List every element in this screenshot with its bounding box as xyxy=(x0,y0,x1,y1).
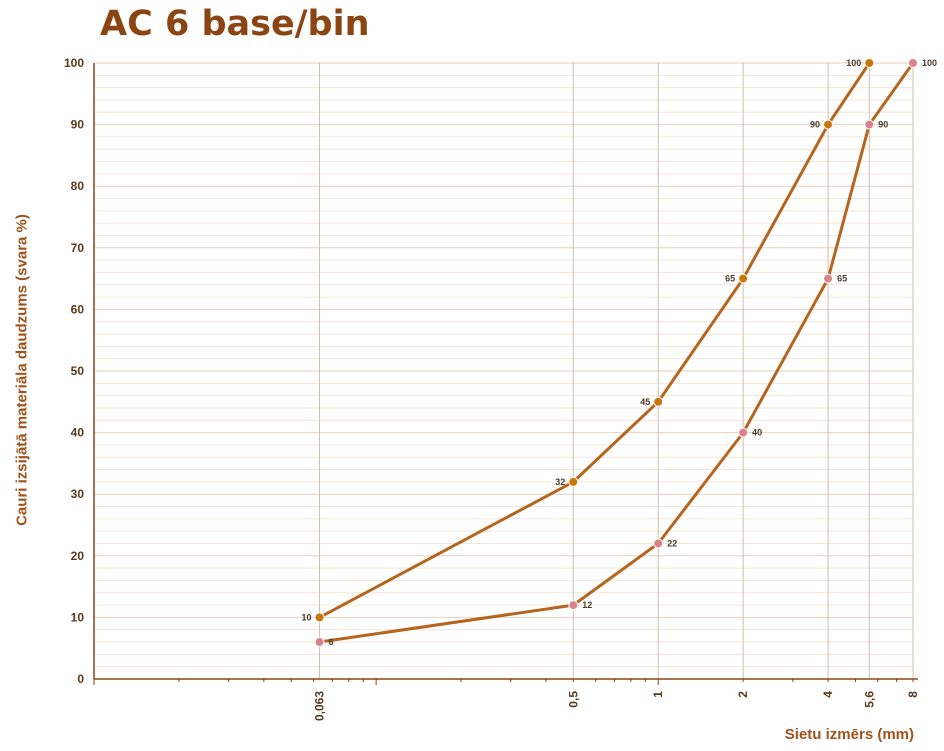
y-tick-label: 20 xyxy=(71,549,85,563)
y-tick-label: 10 xyxy=(71,610,85,624)
x-tick-label: 4 xyxy=(821,691,835,698)
major-grid xyxy=(94,62,914,679)
data-point xyxy=(908,58,918,68)
series-1: 10 32 45 65 90 100 xyxy=(301,58,875,623)
data-label: 32 xyxy=(555,477,565,487)
data-point xyxy=(823,273,834,284)
series-group: 10 32 45 65 90 100 6 12 22 40 65 90 100 xyxy=(301,58,937,648)
y-tick-label: 80 xyxy=(71,179,85,193)
data-point xyxy=(653,396,664,407)
data-label: 100 xyxy=(846,58,861,68)
minor-grid xyxy=(94,74,913,668)
series-line xyxy=(318,62,871,619)
x-axis-label: Sietu izmērs (mm) xyxy=(784,726,914,743)
data-label: 90 xyxy=(810,120,820,130)
y-tick-label: 30 xyxy=(71,487,85,501)
y-tick-label: 100 xyxy=(64,56,84,70)
x-tick-label: 8 xyxy=(906,691,920,698)
data-label: 12 xyxy=(582,600,592,610)
y-tick-labels: 0 10 20 30 40 50 60 70 80 90 100 xyxy=(64,56,84,686)
data-point xyxy=(823,119,834,130)
x-tick-label: 0,5 xyxy=(566,691,580,708)
data-point xyxy=(314,637,325,648)
data-label: 40 xyxy=(752,428,762,438)
y-tick-label: 90 xyxy=(71,118,85,132)
data-point xyxy=(864,58,875,68)
data-label: 10 xyxy=(301,612,311,622)
data-point xyxy=(568,600,579,611)
x-tick-labels: 0,063 0,5 1 2 4 5,6 8 xyxy=(313,691,920,721)
x-tick-label: 0,063 xyxy=(313,691,327,721)
data-label: 65 xyxy=(837,274,847,284)
series-2: 6 12 22 40 65 90 100 xyxy=(314,58,937,648)
y-tick-label: 60 xyxy=(71,302,85,316)
data-label: 6 xyxy=(329,637,334,647)
y-tick-label: 50 xyxy=(71,364,85,378)
data-point xyxy=(653,538,664,549)
chart-title: AC 6 base/bin xyxy=(100,4,370,44)
data-label: 45 xyxy=(640,397,650,407)
x-tick-label: 2 xyxy=(736,691,750,698)
y-tick-label: 40 xyxy=(71,426,85,440)
x-tick-label: 1 xyxy=(651,691,665,698)
data-label: 65 xyxy=(725,274,735,284)
data-point xyxy=(738,427,749,438)
data-label: 22 xyxy=(667,538,677,548)
y-tick-label: 70 xyxy=(71,241,85,255)
data-point xyxy=(864,119,875,130)
data-label: 100 xyxy=(922,58,937,68)
data-point xyxy=(738,273,749,284)
y-tick-label: 0 xyxy=(77,672,84,686)
data-point xyxy=(568,476,579,487)
data-point xyxy=(314,612,325,623)
data-label: 90 xyxy=(878,120,888,130)
x-tick-label: 5,6 xyxy=(862,691,876,708)
series-line xyxy=(319,62,915,644)
axes xyxy=(93,63,918,685)
